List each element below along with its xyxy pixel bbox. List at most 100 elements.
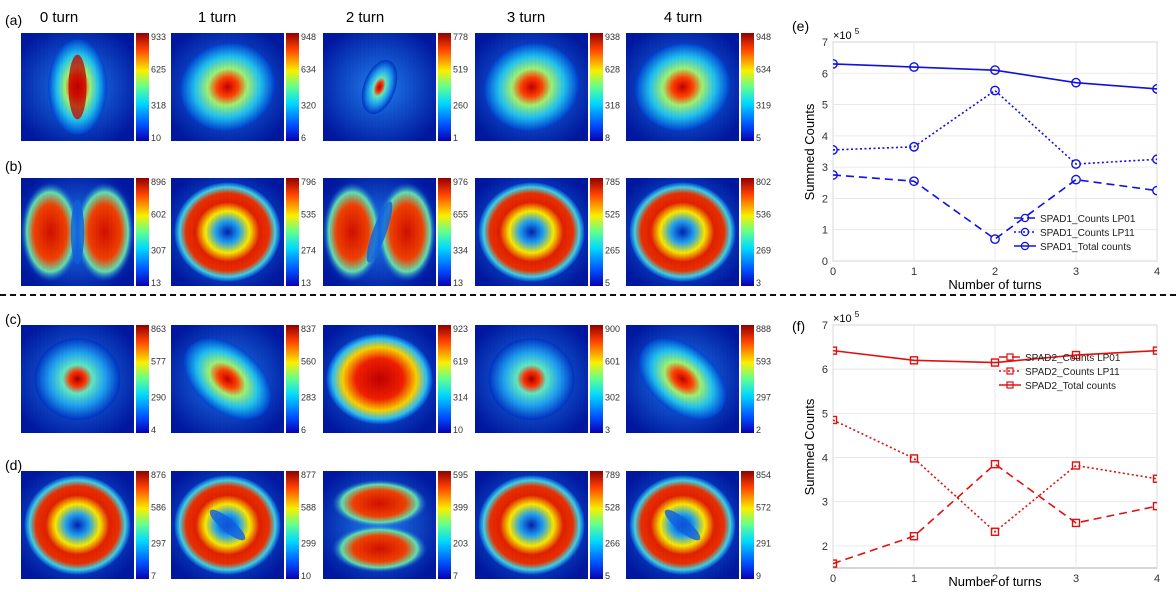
data-point [833,59,838,69]
heatmap-a-1: 948 634 320 6 [171,32,316,143]
x-tick-label: 1 [911,573,917,585]
colorbar-tick-label: 203 [453,539,468,549]
chart-f: (f) 0 1 2 3 4 2 3 4 5 6 7 Number of turns Summed … [792,310,1160,589]
heatmap-c-4: 888 593 297 2 [626,324,771,435]
data-point [909,454,919,463]
heatmap-c-2: 923 619 314 10 [323,324,468,435]
heatmap-a-0: 933 625 318 10 [21,32,166,143]
colorbar-tick-label: 299 [301,539,316,549]
data-point [909,62,919,72]
heatmap-d-1: 877 588 299 10 [171,470,316,581]
colorbar [590,471,603,579]
intensity-gap [209,509,246,541]
colorbar-tick-label: 778 [453,32,468,42]
heatmap-d-0: 876 586 297 7 [21,470,166,581]
data-point [909,531,919,541]
colorbar-tick-label: 948 [301,32,316,42]
data-point [833,415,838,425]
intensity-blob [361,60,398,114]
colorbar [286,178,299,286]
colorbar-tick-label: 13 [453,278,463,288]
y-tick-label: 1 [822,225,828,237]
colorbar [590,325,603,433]
colorbar-tick-label: 9 [756,571,761,581]
colorbar-tick-label: 628 [605,65,620,75]
chart-e-multiplier-base: ×10 [833,30,852,42]
colorbar-tick-label: 399 [453,503,468,513]
colorbar-tick-label: 588 [301,503,316,513]
y-tick-label: 7 [822,320,828,332]
x-tick-label: 2 [992,266,998,278]
colorbar-tick-label: 595 [453,470,468,480]
colorbar-tick-label: 320 [301,101,316,111]
colorbar-tick-label: 896 [151,177,166,187]
y-tick-label: 2 [822,541,828,553]
colorbar-tick-label: 577 [151,357,166,367]
data-point [990,459,1000,469]
legend-label: SPAD1_Total counts [1040,242,1131,253]
y-tick-label: 2 [822,193,828,205]
intensity-blob [180,43,275,131]
colorbar-tick-label: 586 [151,503,166,513]
column-header-4: 4 turn [664,9,702,26]
intensity-blob [488,337,575,421]
legend-marker [1006,367,1014,375]
colorbar-tick-label: 318 [605,101,620,111]
data-point [1152,501,1157,511]
colorbar-tick-label: 634 [756,65,771,75]
data-point [1071,350,1081,360]
colorbar [438,33,451,141]
intensity-blob [326,333,433,425]
colorbar-tick-label: 7 [453,571,458,581]
colorbar [438,178,451,286]
colorbar-tick-label: 269 [756,246,771,256]
data-point [909,356,919,365]
data-point [909,176,919,187]
colorbar-tick-label: 10 [453,425,463,435]
legend-label: SPAD1_Counts LP01 [1040,214,1136,225]
legend-marker [1020,227,1030,237]
colorbar-tick-label: 6 [301,425,306,435]
data-point [990,358,1000,367]
chart-e-x-ticks: 0 1 2 3 4 [830,266,1160,278]
intensity-blob [184,338,271,420]
heatmap-c-0: 863 577 290 4 [21,324,166,435]
chart-e-ylabel: Summed Counts [802,103,817,200]
colorbar-tick-label: 318 [151,101,166,111]
legend-marker [1020,213,1030,223]
heatmap-d-3: 789 528 266 5 [475,470,620,581]
data-point [1071,461,1081,470]
series-line [833,89,1157,165]
chart-e-y-ticks: 0 1 2 3 4 5 6 7 [822,37,828,268]
chart-e: (e) 0 1 2 3 4 0 1 2 3 4 5 6 7 Number of turns Summe… [792,18,1160,292]
data-point [833,145,838,155]
colorbar [590,178,603,286]
colorbar-tick-label: 5 [605,278,610,288]
intensity-gap [70,199,85,265]
data-point [1071,77,1081,88]
x-tick-label: 3 [1073,266,1079,278]
colorbar-tick-label: 10 [301,571,311,581]
chart-f-panel-label: (f) [792,318,805,334]
colorbar-tick-label: 528 [605,503,620,513]
intensity-blob [34,337,121,421]
colorbar-tick-label: 923 [453,324,468,334]
chart-f-series [833,346,1157,568]
colorbar-tick-label: 572 [756,503,771,513]
colorbar [741,471,754,579]
legend-label: SPAD1_Counts LP11 [1040,228,1135,239]
chart-f-multiplier-exp: 5 [855,310,860,319]
intensity-blob [639,338,726,420]
colorbar-tick-label: 789 [605,470,620,480]
colorbar-tick-label: 307 [151,246,166,256]
chart-f-multiplier-base: ×10 [833,313,852,325]
colorbar-tick-label: 802 [756,177,771,187]
colorbar [741,325,754,433]
heatmap-c-3: 900 601 302 3 [475,324,620,435]
legend-marker [1006,381,1014,389]
chart-f-y-ticks: 2 3 4 5 6 7 [822,320,828,553]
series-line [833,174,1157,241]
colorbar-tick-label: 625 [151,65,166,75]
column-header-0: 0 turn [40,9,78,26]
